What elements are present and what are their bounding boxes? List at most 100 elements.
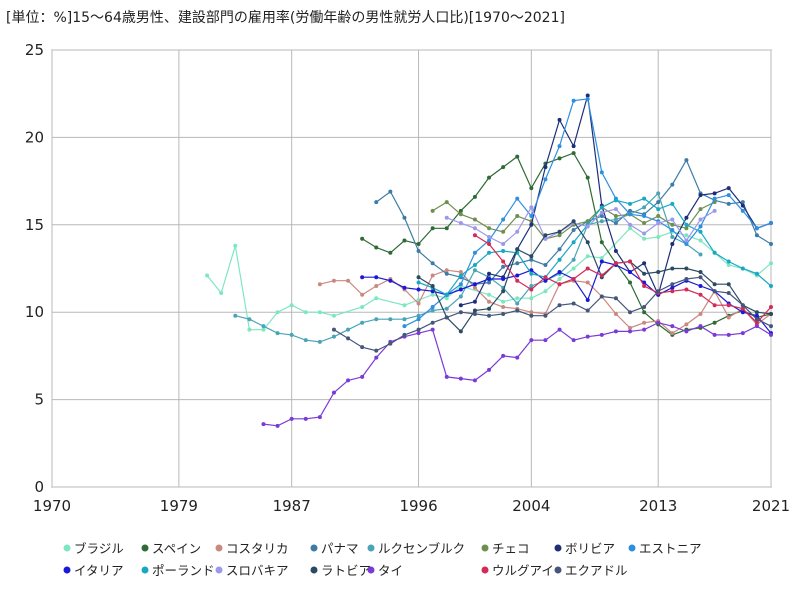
data-point	[769, 332, 773, 337]
data-point	[501, 299, 506, 304]
data-point	[571, 228, 576, 233]
data-point	[472, 378, 477, 383]
data-point	[515, 154, 520, 159]
data-point	[628, 269, 633, 274]
y-tick-label: 5	[34, 391, 44, 409]
data-point	[444, 306, 449, 311]
legend-label: ラトビア	[321, 563, 371, 578]
data-point	[585, 240, 590, 245]
data-point	[543, 275, 548, 280]
legend-item: チェコ	[481, 541, 530, 556]
x-tick-label: 2013	[639, 497, 677, 515]
data-point	[769, 221, 773, 226]
legend-item: ポーランド	[141, 563, 215, 578]
data-point	[642, 310, 647, 315]
data-point	[458, 310, 463, 315]
data-point	[346, 327, 351, 332]
data-point	[656, 214, 661, 219]
data-point	[416, 313, 421, 318]
series-8	[402, 96, 773, 329]
data-point	[472, 308, 477, 313]
data-point	[557, 233, 562, 238]
data-point	[487, 306, 492, 311]
data-point	[444, 315, 449, 320]
data-point	[642, 320, 647, 325]
data-point	[726, 193, 731, 198]
data-point	[571, 98, 576, 103]
data-point	[416, 287, 421, 292]
data-point	[472, 250, 477, 255]
y-tick-label: 15	[25, 216, 44, 234]
data-point	[501, 311, 506, 316]
data-point	[388, 250, 393, 255]
data-point	[769, 283, 773, 288]
data-point	[642, 196, 647, 201]
data-point	[289, 416, 294, 421]
data-point	[613, 311, 618, 316]
data-point	[585, 93, 590, 98]
data-point	[670, 242, 675, 247]
data-point	[740, 208, 745, 213]
data-point	[698, 238, 703, 243]
data-point	[472, 233, 477, 238]
data-point	[317, 282, 322, 287]
data-point	[571, 301, 576, 306]
data-point	[360, 275, 365, 280]
data-point	[684, 222, 689, 227]
data-point	[444, 215, 449, 220]
data-point	[402, 324, 407, 329]
data-point	[529, 313, 534, 318]
data-point	[642, 214, 647, 219]
data-point	[571, 338, 576, 343]
data-point	[472, 285, 477, 290]
legend-item: スロバキア	[215, 563, 289, 578]
data-point	[472, 217, 477, 222]
data-point	[515, 273, 520, 278]
data-point	[599, 210, 604, 215]
data-point	[557, 229, 562, 234]
data-point	[543, 289, 548, 294]
legend-label: チェコ	[492, 541, 530, 556]
data-point	[303, 310, 308, 315]
data-point	[599, 170, 604, 175]
data-point	[388, 189, 393, 194]
data-point	[388, 278, 393, 283]
data-point	[656, 289, 661, 294]
data-point	[670, 235, 675, 240]
legend-item: パナマ	[310, 541, 359, 556]
data-point	[712, 303, 717, 308]
data-point	[444, 374, 449, 379]
data-point	[557, 327, 562, 332]
data-point	[374, 296, 379, 301]
data-point	[670, 201, 675, 206]
legend-label: ウルグアイ	[492, 563, 554, 578]
data-point	[698, 252, 703, 257]
data-point	[684, 233, 689, 238]
data-point	[487, 226, 492, 231]
data-point	[487, 235, 492, 240]
data-point	[698, 292, 703, 297]
data-point	[585, 280, 590, 285]
data-point	[698, 275, 703, 280]
data-point	[487, 280, 492, 285]
data-point	[487, 292, 492, 297]
data-point	[374, 200, 379, 205]
legend-marker	[554, 544, 562, 552]
data-point	[571, 276, 576, 281]
data-point	[628, 310, 633, 315]
data-point	[585, 224, 590, 229]
legend-item: ラトビア	[310, 563, 371, 578]
data-point	[754, 324, 759, 329]
data-point	[501, 353, 506, 358]
data-point	[754, 310, 759, 315]
data-point	[402, 238, 407, 243]
series-7	[458, 93, 773, 308]
data-point	[501, 229, 506, 234]
data-point	[472, 299, 477, 304]
series-15	[331, 275, 773, 353]
data-point	[684, 242, 689, 247]
data-point	[501, 217, 506, 222]
data-point	[529, 205, 534, 210]
data-point	[557, 117, 562, 122]
x-tick-label: 1979	[160, 497, 198, 515]
